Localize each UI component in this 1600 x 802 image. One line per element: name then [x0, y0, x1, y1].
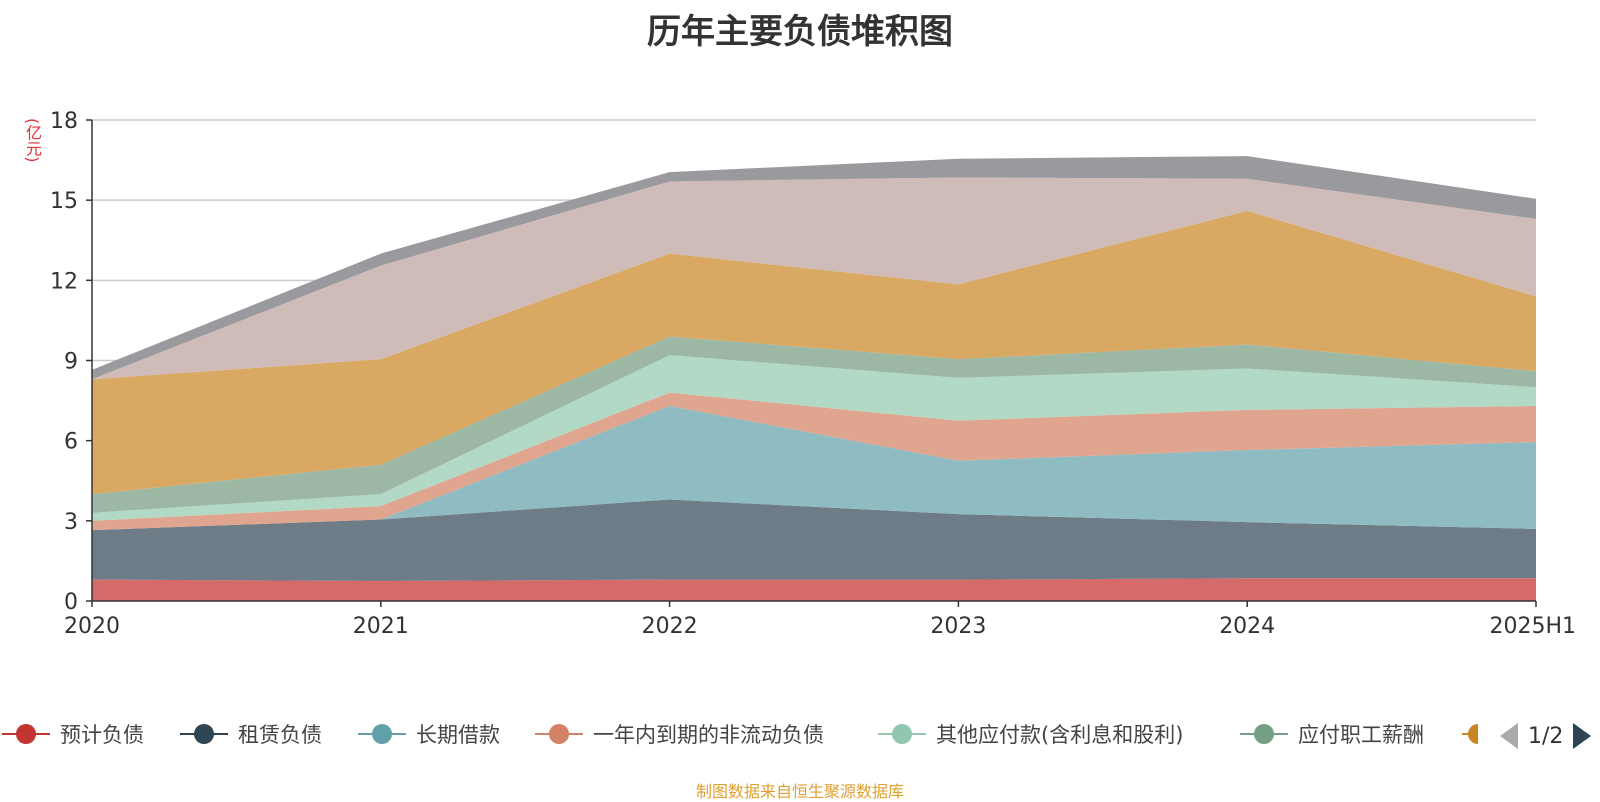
y-tick-label: 3 [64, 510, 78, 535]
legend-marker-icon [180, 724, 228, 744]
legend-label: 应付职工薪酬 [1298, 723, 1424, 747]
legend-item[interactable]: 租赁负债 [178, 714, 322, 754]
x-tick-label: 2023 [930, 614, 986, 639]
y-tick-label: 0 [64, 590, 78, 615]
legend-label: 租赁负债 [238, 723, 322, 747]
area-series-3 [92, 392, 1536, 531]
legend-label: 长期借款 [416, 723, 500, 747]
legend-item[interactable]: 其他应付款(含利息和股利) [876, 714, 1183, 754]
axes: 0 3 6 9 12 15 18 2020 2021 2022 2023 2024 2025H1 [50, 109, 1576, 639]
chart-title: 历年主要负债堆积图 [647, 12, 953, 52]
legend-page-indicator: 1/2 [1528, 723, 1564, 749]
y-tick-label: 6 [64, 430, 78, 455]
legend: 预计负债 租赁负债 长期借款 一年内到期的非流动负债 其他应付款(含利息和股利) 应付职工… [0, 714, 1460, 754]
area-series-0 [92, 578, 1536, 601]
area-series-7 [92, 177, 1536, 380]
legend-label: 预计负债 [60, 723, 144, 747]
y-tick-label: 15 [50, 189, 78, 214]
legend-label: 其他应付款(含利息和股利) [936, 723, 1184, 747]
x-tick-label: 2025H1 [1489, 614, 1576, 639]
area-series-8 [92, 156, 1536, 380]
x-tick-label: 2020 [64, 614, 120, 639]
legend-pager: 1/2 [1500, 718, 1592, 754]
x-tick-label: 2022 [642, 614, 698, 639]
legend-marker-icon [2, 724, 50, 744]
area-series-1 [92, 499, 1536, 581]
data-source-note: 制图数据来自恒生聚源数据库 [695, 782, 904, 801]
x-tick-label: 2021 [353, 614, 409, 639]
legend-item[interactable]: 应付职工薪酬 [1238, 714, 1424, 754]
area-series-4 [92, 355, 1536, 521]
legend-item[interactable]: 预计负债 [0, 714, 144, 754]
area-series-2 [92, 405, 1536, 531]
legend-label: 一年内到期的非流动负债 [593, 723, 824, 747]
area-series-6 [92, 210, 1536, 495]
x-tick-label: 2024 [1219, 614, 1275, 639]
legend-marker-icon [878, 724, 926, 744]
area-series-5 [92, 336, 1536, 513]
y-axis-unit: (亿元) [23, 118, 42, 163]
legend-prev-page-icon[interactable] [1500, 723, 1518, 749]
legend-marker-icon [1240, 724, 1288, 744]
legend-marker-icon [358, 724, 406, 744]
legend-item[interactable]: 一年内到期的非流动负债 [533, 714, 824, 754]
legend-item[interactable]: 长期借款 [356, 714, 500, 754]
y-tick-label: 12 [50, 269, 78, 294]
y-tick-label: 18 [50, 109, 78, 134]
legend-marker-partial-icon [1462, 724, 1478, 744]
area-series [92, 156, 1536, 601]
legend-marker-icon [535, 724, 583, 744]
legend-next-page-icon[interactable] [1573, 723, 1592, 749]
y-tick-label: 9 [64, 350, 78, 375]
